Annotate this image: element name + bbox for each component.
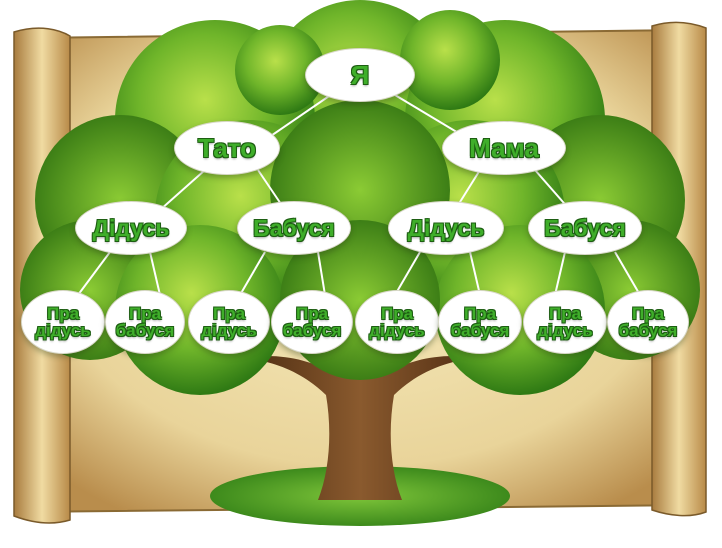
node-line-role: дідусь — [369, 321, 425, 340]
node-line-role: дідусь — [35, 321, 91, 340]
node-line-prefix: Пра — [212, 304, 246, 323]
node-great-grandfather-3[interactable]: Пра дідусь — [355, 290, 439, 354]
node-line-role: дідусь — [537, 321, 593, 340]
node-line-role: бабуся — [450, 321, 510, 340]
node-grandfather-paternal[interactable]: Дідусь — [75, 201, 187, 255]
node-line-role: бабуся — [282, 321, 342, 340]
node-grandmother-paternal[interactable]: Бабуся — [237, 201, 351, 255]
node-line-prefix: Пра — [380, 304, 414, 323]
node-father[interactable]: Тато — [174, 121, 280, 175]
node-line-prefix: Пра — [463, 304, 497, 323]
node-line-role: дідусь — [201, 321, 257, 340]
node-mother[interactable]: Мама — [442, 121, 566, 175]
node-line-prefix: Пра — [548, 304, 582, 323]
node-great-grandmother-2[interactable]: Пра бабуся — [271, 290, 353, 354]
node-grandfather-maternal[interactable]: Дідусь — [388, 201, 504, 255]
node-great-grandmother-1[interactable]: Пра бабуся — [105, 290, 185, 354]
tree-trunk — [240, 312, 480, 500]
node-me[interactable]: Я — [305, 48, 415, 102]
node-line-prefix: Пра — [128, 304, 162, 323]
node-line-role: бабуся — [115, 321, 175, 340]
node-line-prefix: Пра — [631, 304, 665, 323]
node-line-role: бабуся — [618, 321, 678, 340]
node-line-prefix: Пра — [46, 304, 80, 323]
node-line-prefix: Пра — [295, 304, 329, 323]
node-great-grandmother-4[interactable]: Пра бабуся — [607, 290, 689, 354]
node-great-grandfather-4[interactable]: Пра дідусь — [523, 290, 607, 354]
node-great-grandfather-2[interactable]: Пра дідусь — [188, 290, 270, 354]
node-great-grandfather-1[interactable]: Пра дідусь — [21, 290, 105, 354]
node-grandmother-maternal[interactable]: Бабуся — [528, 201, 642, 255]
node-great-grandmother-3[interactable]: Пра бабуся — [438, 290, 522, 354]
